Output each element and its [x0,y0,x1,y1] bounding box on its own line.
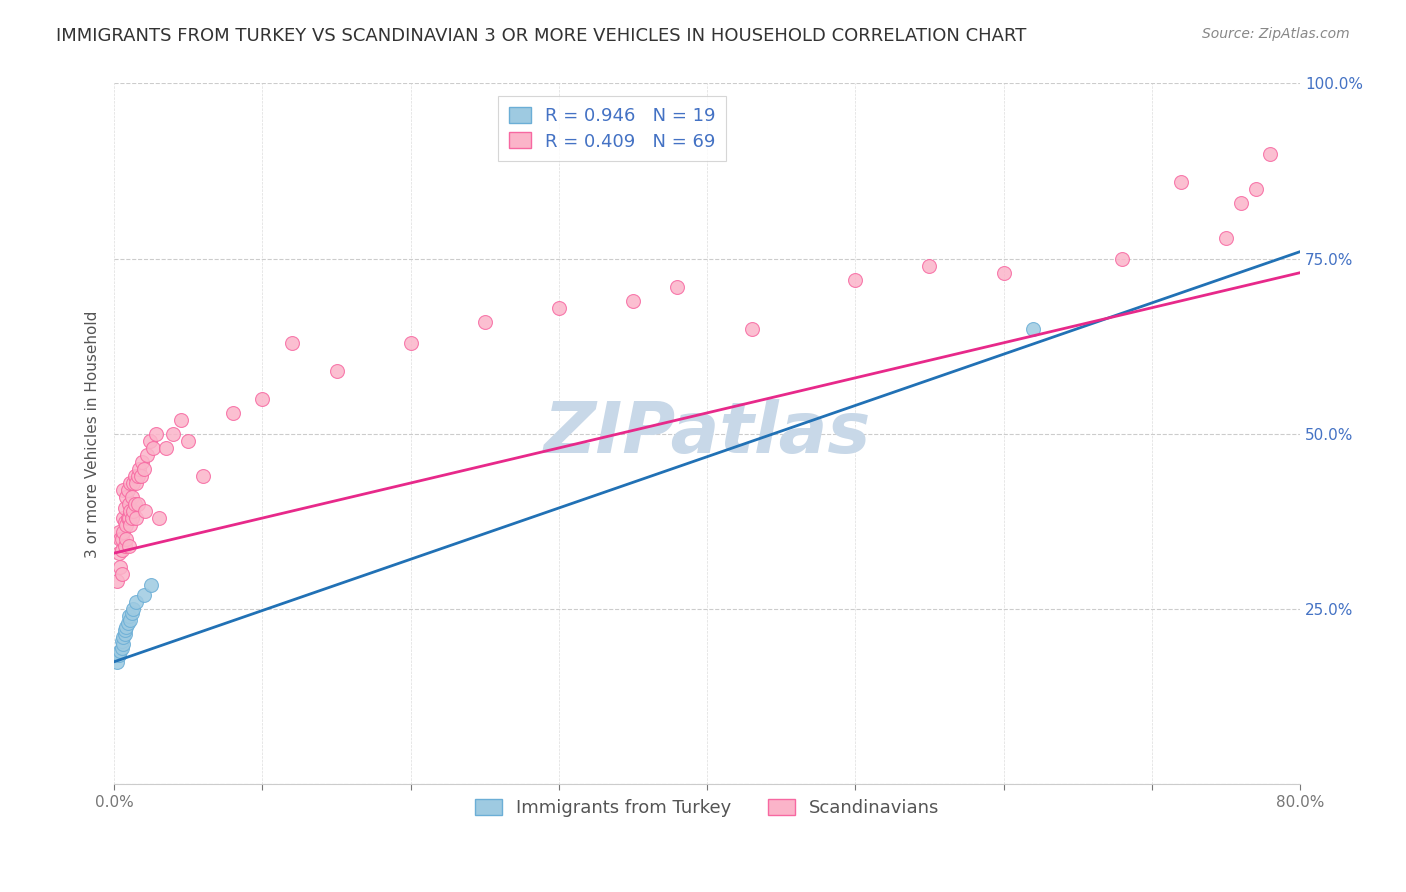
Point [112,483,135,497]
Point [115,532,138,546]
Point [621,293,644,308]
Point [121,490,143,504]
Point [125,475,148,490]
Text: ZIPatlas: ZIPatlas [543,400,870,468]
Point [399,335,422,350]
Point [107,524,129,539]
Legend: Immigrants from Turkey, Scandinavians: Immigrants from Turkey, Scandinavians [467,792,946,824]
Point [122,504,145,518]
Point [117,511,139,525]
Point [118,511,141,525]
Point [170,413,193,427]
Point [547,301,569,315]
Point [177,434,200,448]
Point [108,644,131,658]
Point [325,364,347,378]
Point [108,560,131,574]
Point [124,469,146,483]
Point [105,655,128,669]
Point [110,640,132,655]
Point [162,426,184,441]
Point [110,567,132,582]
Point [993,266,1015,280]
Text: IMMIGRANTS FROM TURKEY VS SCANDINAVIAN 3 OR MORE VEHICLES IN HOUSEHOLD CORRELATI: IMMIGRANTS FROM TURKEY VS SCANDINAVIAN 3… [56,27,1026,45]
Point [474,315,496,329]
Point [120,504,142,518]
Point [118,609,141,624]
Point [125,511,148,525]
Point [132,462,155,476]
Point [118,497,141,511]
Point [1022,322,1045,336]
Point [114,500,136,515]
Point [1215,230,1237,244]
Point [107,648,129,662]
Point [191,469,214,483]
Point [114,515,136,529]
Point [120,518,142,533]
Point [132,588,155,602]
Point [129,469,152,483]
Point [139,434,162,448]
Point [134,504,156,518]
Point [112,630,135,644]
Point [107,546,129,560]
Point [110,532,132,546]
Point [115,518,138,533]
Point [155,441,177,455]
Text: Source: ZipAtlas.com: Source: ZipAtlas.com [1202,27,1350,41]
Point [112,637,135,651]
Point [281,335,304,350]
Point [117,616,139,631]
Point [124,497,146,511]
Point [112,524,135,539]
Point [118,539,141,553]
Point [121,606,143,620]
Point [125,595,148,609]
Point [145,426,167,441]
Point [105,574,128,589]
Point [131,455,153,469]
Point [122,475,145,490]
Point [122,602,145,616]
Point [115,490,138,504]
Point [1244,181,1267,195]
Point [112,511,135,525]
Point [135,448,157,462]
Point [1170,175,1192,189]
Point [148,511,170,525]
Point [117,483,139,497]
Point [120,613,142,627]
Point [141,577,163,591]
Point [114,626,136,640]
Point [252,392,274,406]
Point [918,259,941,273]
Y-axis label: 3 or more Vehicles in Household: 3 or more Vehicles in Household [86,310,100,558]
Point [1229,195,1251,210]
Point [120,475,142,490]
Point [108,532,131,546]
Point [844,273,866,287]
Point [127,497,149,511]
Point [142,441,165,455]
Point [114,539,136,553]
Point [127,469,149,483]
Point [1260,146,1282,161]
Point [222,406,245,420]
Point [666,279,689,293]
Point [110,633,132,648]
Point [115,620,138,634]
Point [1111,252,1133,266]
Point [121,511,143,525]
Point [110,542,132,557]
Point [114,624,136,638]
Point [128,462,150,476]
Point [741,322,763,336]
